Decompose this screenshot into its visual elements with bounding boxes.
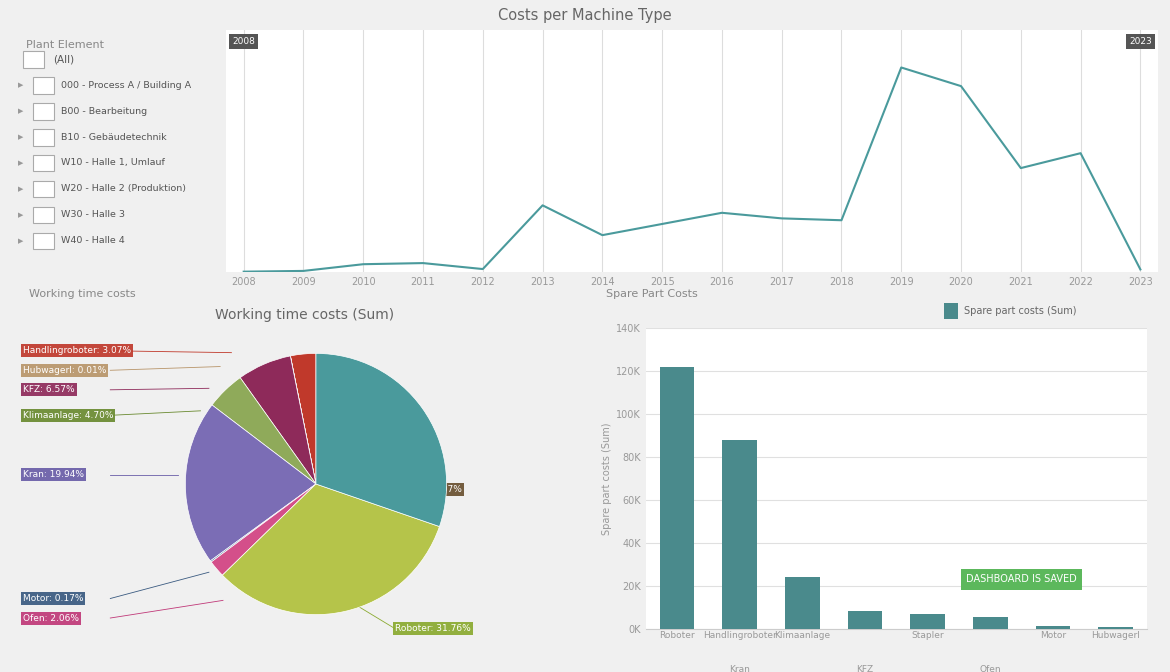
FancyBboxPatch shape — [34, 181, 54, 198]
Text: ▶: ▶ — [18, 134, 23, 140]
Text: W20 - Halle 2 (Produktion): W20 - Halle 2 (Produktion) — [62, 184, 186, 194]
FancyBboxPatch shape — [34, 233, 54, 249]
FancyBboxPatch shape — [34, 77, 54, 93]
Text: ▶: ▶ — [18, 186, 23, 192]
FancyBboxPatch shape — [34, 103, 54, 120]
Text: B10 - Gebäudetechnik: B10 - Gebäudetechnik — [62, 132, 167, 142]
Text: Roboter: 31.76%: Roboter: 31.76% — [394, 624, 470, 633]
Text: 000 - Process A / Building A: 000 - Process A / Building A — [62, 81, 192, 89]
Text: Kran: 19.94%: Kran: 19.94% — [23, 470, 84, 479]
Text: W40 - Halle 4: W40 - Halle 4 — [62, 236, 125, 245]
Text: Spare Part Costs: Spare Part Costs — [606, 289, 697, 299]
Text: Hubwagerl: 0.01%: Hubwagerl: 0.01% — [23, 366, 106, 375]
Text: Motor: 0.17%: Motor: 0.17% — [23, 594, 83, 603]
Text: Stapler: 2.07%: Stapler: 2.07% — [394, 485, 462, 494]
FancyBboxPatch shape — [34, 129, 54, 146]
Text: Costs per Machine Type: Costs per Machine Type — [498, 8, 672, 23]
Text: ▶: ▶ — [18, 108, 23, 114]
FancyBboxPatch shape — [944, 303, 958, 319]
FancyBboxPatch shape — [23, 51, 43, 68]
Text: ▶: ▶ — [18, 238, 23, 244]
Text: Plant Element: Plant Element — [26, 40, 104, 50]
Text: ▶: ▶ — [18, 82, 23, 88]
FancyBboxPatch shape — [34, 207, 54, 223]
FancyBboxPatch shape — [34, 155, 54, 171]
Text: Working time costs: Working time costs — [28, 289, 136, 299]
Text: Working time costs (Sum): Working time costs (Sum) — [215, 308, 394, 322]
Text: Klimaanlage: 4.70%: Klimaanlage: 4.70% — [23, 411, 113, 420]
Text: Spare part costs (Sum): Spare part costs (Sum) — [964, 306, 1076, 316]
Text: 2008: 2008 — [233, 37, 255, 46]
Text: W10 - Halle 1, Umlauf: W10 - Halle 1, Umlauf — [62, 159, 165, 167]
Text: W30 - Halle 3: W30 - Halle 3 — [62, 210, 125, 219]
Text: (All): (All) — [53, 54, 74, 65]
Text: 2023: 2023 — [1129, 37, 1151, 46]
Text: Ofen: 2.06%: Ofen: 2.06% — [23, 614, 78, 622]
Text: ▶: ▶ — [18, 212, 23, 218]
Text: B00 - Bearbeitung: B00 - Bearbeitung — [62, 107, 147, 116]
Text: KFZ: 6.57%: KFZ: 6.57% — [23, 385, 75, 394]
Text: ▶: ▶ — [18, 160, 23, 166]
Text: Handlingroboter: 3.07%: Handlingroboter: 3.07% — [23, 346, 131, 355]
